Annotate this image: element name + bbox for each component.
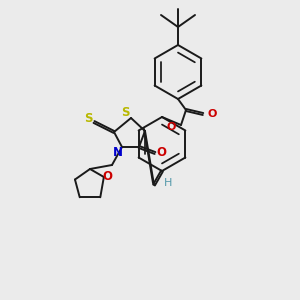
Text: O: O xyxy=(103,169,113,182)
Text: S: S xyxy=(121,106,129,118)
Text: N: N xyxy=(113,146,123,158)
Text: O: O xyxy=(167,122,176,132)
Text: S: S xyxy=(84,112,92,125)
Text: O: O xyxy=(156,146,166,160)
Text: H: H xyxy=(164,178,172,188)
Text: O: O xyxy=(207,109,216,119)
